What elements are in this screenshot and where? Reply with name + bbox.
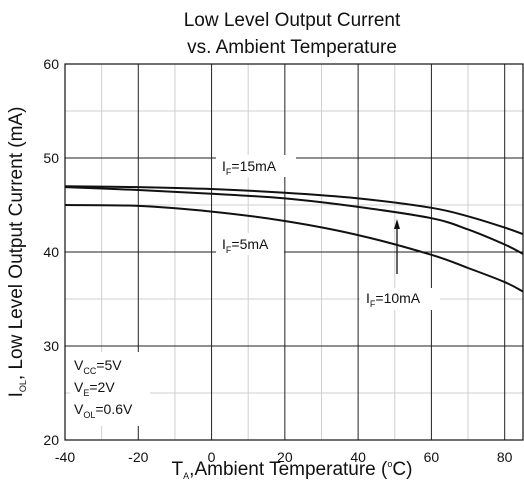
x-tick-label: 0: [208, 449, 216, 465]
curve-label-5ma-main: I: [222, 236, 226, 252]
condition-ve: VE=2V: [74, 379, 115, 398]
condition-vcc-rest: =5V: [96, 357, 122, 373]
condition-vcc-sub: CC: [83, 366, 96, 376]
x-axis-label-sub: A: [183, 471, 189, 481]
major-gridlines: [65, 64, 523, 440]
y-tick-label: 50: [43, 150, 59, 166]
y-axis-label: IOL, Low Level Output Current (mA): [6, 107, 28, 398]
y-axis-label-sub: OL: [18, 380, 28, 392]
curve-label-15ma-sub: F: [226, 167, 232, 177]
x-tick-labels: -40 -20 0 20 40 60 80: [55, 449, 513, 465]
condition-ve-sub: E: [83, 388, 89, 398]
y-tick-label: 30: [43, 338, 59, 354]
series-curves: [64, 185, 524, 293]
x-tick-label: -40: [55, 449, 75, 465]
x-axis-label-sup: o: [387, 459, 392, 469]
x-tick-label: 40: [350, 449, 366, 465]
curve-label-10ma-sub: F: [370, 299, 376, 309]
x-tick-label: 80: [497, 449, 513, 465]
conditions-bg: [70, 352, 150, 426]
x-axis-label-end: C): [392, 459, 412, 480]
y-axis-label-main: I: [6, 392, 27, 397]
series-line-1: [64, 185, 524, 236]
y-tick-label: 20: [43, 432, 59, 448]
curve-label-10ma: IF=10mA: [366, 290, 421, 309]
condition-vol-main: V: [74, 401, 84, 417]
condition-vol-rest: =0.6V: [95, 401, 133, 417]
y-axis-label-rest: , Low Level Output Current (mA): [6, 107, 27, 381]
curve-label-10ma-rest: =10mA: [375, 290, 420, 306]
x-tick-label: 60: [424, 449, 440, 465]
x-axis-label-rest: ,Ambient Temperature (: [189, 459, 388, 480]
chart-title-line-2: vs. Ambient Temperature: [187, 37, 397, 58]
x-tick-label: 20: [277, 449, 293, 465]
label-bg-15ma: [216, 155, 296, 177]
condition-ve-rest: =2V: [89, 379, 115, 395]
plot-frame: [64, 63, 524, 441]
curve-label-5ma-sub: F: [226, 245, 232, 255]
curve-label-10ma-main: I: [366, 290, 370, 306]
y-tick-label: 40: [43, 244, 59, 260]
curve-label-5ma: IF=5mA: [222, 236, 269, 255]
x-axis-label: TA,Ambient Temperature (oC): [172, 459, 413, 481]
arrow-10ma-head: [394, 219, 400, 229]
x-axis-label-main: T: [172, 459, 184, 480]
label-bg-5ma: [216, 233, 284, 255]
x-tick-label: -20: [128, 449, 148, 465]
y-tick-label: 60: [43, 56, 59, 72]
condition-vol: VOL=0.6V: [74, 401, 133, 420]
series-line-2: [64, 186, 524, 255]
condition-vol-sub: OL: [83, 410, 95, 420]
curve-label-15ma: IF=15mA: [222, 158, 277, 177]
condition-vcc: VCC=5V: [74, 357, 122, 376]
curve-label-15ma-rest: =15mA: [231, 158, 276, 174]
curve-label-15ma-main: I: [222, 158, 226, 174]
series-line-3: [64, 204, 524, 293]
label-bg-10ma: [360, 288, 440, 310]
curve-label-5ma-rest: =5mA: [231, 236, 269, 252]
y-tick-labels: 20 30 40 50 60: [43, 56, 59, 448]
condition-vcc-main: V: [74, 357, 84, 373]
chart-title-line-1: Low Level Output Current: [184, 10, 401, 31]
condition-ve-main: V: [74, 379, 84, 395]
